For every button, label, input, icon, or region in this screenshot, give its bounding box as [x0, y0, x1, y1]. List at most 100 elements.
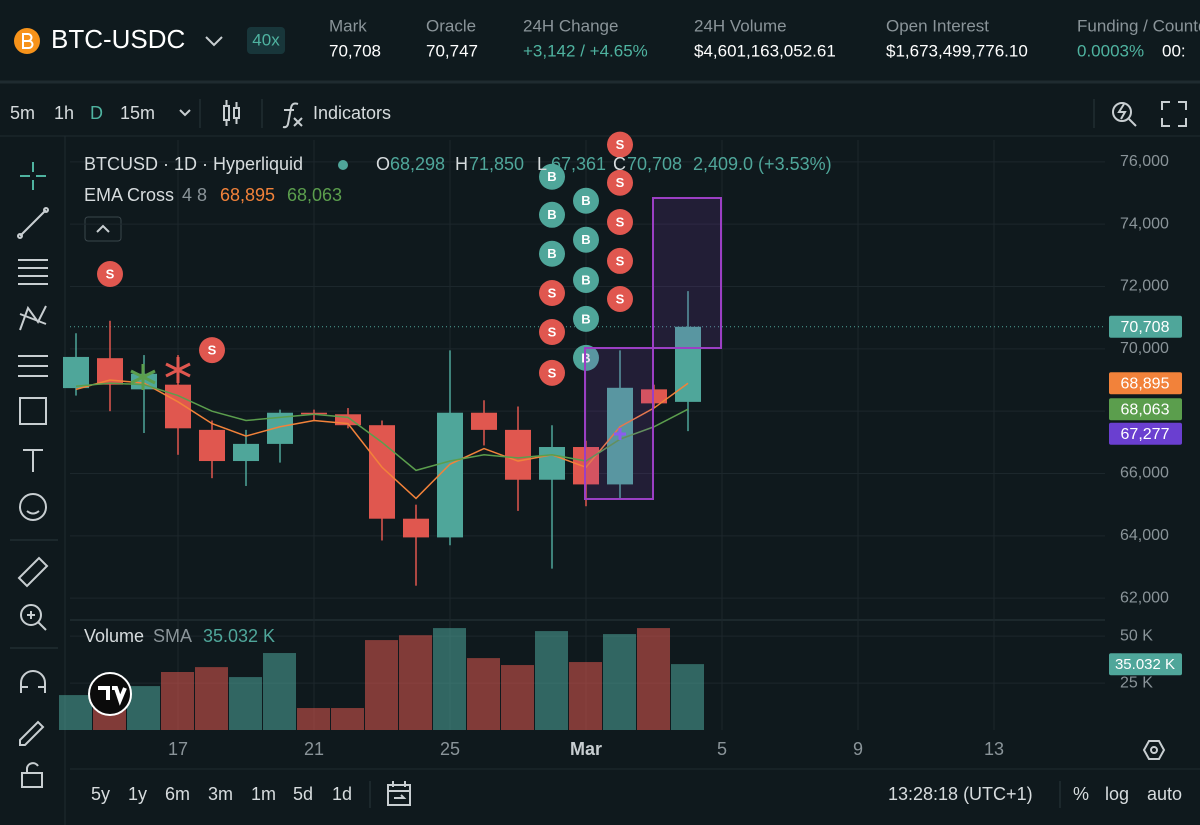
stat-value: $1,673,499,776.10 — [886, 41, 1028, 60]
y-tick-label: 70,000 — [1120, 340, 1169, 357]
signal-marker — [199, 337, 225, 364]
fullscreen-icon[interactable] — [1161, 101, 1187, 127]
replay-icon[interactable] — [1112, 102, 1137, 127]
range[interactable]: 5y — [91, 784, 110, 804]
volume-bar — [59, 695, 92, 730]
range[interactable]: 1d — [332, 784, 352, 804]
signal-marker — [573, 266, 599, 293]
signal-label: B — [547, 169, 556, 184]
scale-option[interactable]: log — [1105, 784, 1129, 804]
signal-label: S — [548, 365, 557, 380]
signal-label: S — [208, 343, 217, 358]
collapse-btn[interactable] — [84, 216, 122, 242]
volume-bar — [671, 664, 704, 730]
candle-body — [199, 429, 225, 462]
price-tag-label: 68,063 — [1121, 401, 1170, 418]
coin-glyph — [22, 33, 34, 49]
x-tick-label: 21 — [304, 739, 324, 759]
signal-marker — [607, 285, 633, 312]
signal-marker — [573, 305, 599, 332]
range[interactable]: 6m — [165, 784, 190, 804]
volume-bar — [365, 640, 398, 730]
y-tick-label: 64,000 — [1120, 527, 1169, 544]
signal-label: B — [581, 232, 590, 247]
y-tick-label: 66,000 — [1120, 465, 1169, 482]
candle-icon[interactable] — [223, 100, 240, 126]
ohlc-key: L — [537, 154, 547, 174]
volume-bar — [569, 662, 602, 730]
signal-marker — [97, 261, 123, 288]
indicators[interactable]: Indicators — [313, 103, 391, 123]
stat-label: 24H Volume — [694, 16, 787, 35]
interval[interactable]: D — [90, 103, 103, 123]
signal-label: S — [616, 175, 625, 190]
stat-label: Oracle — [426, 16, 476, 35]
volume-tag — [1109, 653, 1182, 676]
header-bg — [0, 0, 1200, 80]
x-tick-label: 5 — [717, 739, 727, 759]
interval[interactable]: 5m — [10, 103, 35, 123]
symbol[interactable]: BTC-USDC — [51, 24, 185, 54]
x-tick-label: 25 — [440, 739, 460, 759]
ohlc-value: 67,361 — [551, 154, 606, 174]
range[interactable]: 1y — [128, 784, 147, 804]
collapse-icon — [96, 224, 110, 233]
fx-icon[interactable] — [282, 102, 303, 129]
leverage-bg — [247, 27, 285, 54]
chevron[interactable] — [179, 109, 191, 117]
volume-bar — [467, 658, 500, 730]
chevron[interactable] — [205, 36, 223, 47]
volume-bar — [433, 628, 466, 730]
stat-label: Open Interest — [886, 16, 989, 35]
volume-tag-label: 35.032 K — [1115, 656, 1175, 673]
stat-value: +3,142 / +4.65% — [523, 41, 648, 60]
x-tick-label: 17 — [168, 739, 188, 759]
calendar-icon[interactable] — [387, 781, 411, 806]
ema-name: EMA Cross — [84, 185, 174, 205]
range[interactable]: 1m — [251, 784, 276, 804]
candle-body — [437, 412, 463, 538]
volume-bar — [501, 665, 534, 730]
signal-marker — [573, 226, 599, 253]
interval[interactable]: 15m — [120, 103, 155, 123]
volume-bar — [637, 628, 670, 730]
y-tick-label: 72,000 — [1120, 278, 1169, 295]
interval[interactable]: 1h — [54, 103, 74, 123]
price-tag — [1109, 372, 1182, 395]
volume-bar — [195, 667, 228, 730]
leverage[interactable]: 40x — [252, 30, 280, 49]
candle-body — [233, 443, 259, 462]
volume-bar — [331, 708, 364, 730]
signal-label: S — [616, 137, 625, 152]
signal-marker — [607, 208, 633, 235]
settings-icon[interactable] — [1142, 740, 1166, 760]
signal-marker — [607, 131, 633, 158]
price-tag — [1109, 422, 1182, 445]
volume-bar — [161, 671, 194, 730]
ohlc-key: C — [613, 154, 626, 174]
ema-params: 4 8 — [182, 185, 207, 205]
stat-label: Funding / Countdown — [1077, 16, 1200, 35]
scale-option[interactable]: auto — [1147, 784, 1182, 804]
drawings — [88, 197, 722, 716]
signal-label: S — [616, 214, 625, 229]
candle-body — [165, 384, 191, 429]
candle-body — [301, 412, 327, 415]
price-tag-label: 68,895 — [1121, 375, 1170, 392]
candle-body — [403, 518, 429, 538]
y-tick-label: 62,000 — [1120, 589, 1169, 606]
candle-body — [471, 412, 497, 430]
ohlc-value: 71,850 — [469, 154, 524, 174]
stat-value: 0.0003% — [1077, 41, 1144, 60]
legend-symbol: BTCUSD · 1D · Hyperliquid — [84, 154, 303, 174]
signal-marker — [539, 280, 565, 307]
left-tools[interactable] — [17, 162, 49, 788]
signal-label: B — [581, 193, 590, 208]
candle-body — [505, 429, 531, 480]
range[interactable]: 5d — [293, 784, 313, 804]
scale-option[interactable]: % — [1073, 784, 1089, 804]
price-tag — [1109, 398, 1182, 421]
range[interactable]: 3m — [208, 784, 233, 804]
y-tick-label: 76,000 — [1120, 153, 1169, 170]
